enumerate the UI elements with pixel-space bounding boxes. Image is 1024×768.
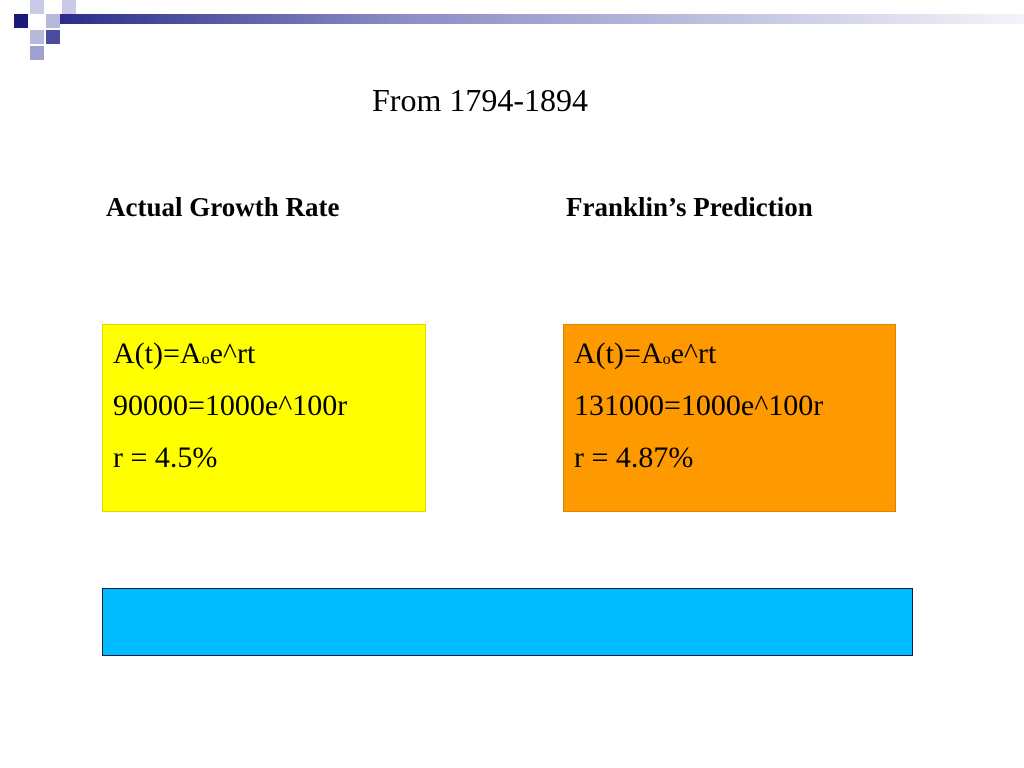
growth-rate-result: r = 4.5% xyxy=(113,441,218,474)
deco-square-light xyxy=(62,0,76,14)
deco-square-mid xyxy=(30,30,44,44)
deco-square-mid xyxy=(46,14,60,28)
slide-title: From 1794-1894 xyxy=(372,82,588,118)
prediction-equation: 131000=1000e^100r xyxy=(574,389,824,422)
deco-square-light xyxy=(30,0,44,14)
prediction-formula: A(t)=Aoe^rt xyxy=(574,337,717,370)
prediction-rate-result: r = 4.87% xyxy=(574,441,694,474)
franklin-prediction-heading: Franklin’s Prediction xyxy=(566,192,813,222)
deco-square-light xyxy=(30,46,44,60)
deco-square-dark xyxy=(46,30,60,44)
deco-square-dark xyxy=(14,14,28,28)
growth-formula: A(t)=Aoe^rt xyxy=(113,337,256,370)
growth-equation: 90000=1000e^100r xyxy=(113,389,348,422)
franklin-prediction-equation-box: A(t)=Aoe^rt 131000=1000e^100r r = 4.87% xyxy=(563,324,896,512)
corner-decoration xyxy=(14,0,1024,60)
header-gradient-band xyxy=(60,14,1024,24)
blank-answer-bar xyxy=(102,588,913,656)
actual-growth-heading: Actual Growth Rate xyxy=(106,192,340,222)
actual-growth-equation-box: A(t)=Aoe^rt 90000=1000e^100r r = 4.5% xyxy=(102,324,426,512)
